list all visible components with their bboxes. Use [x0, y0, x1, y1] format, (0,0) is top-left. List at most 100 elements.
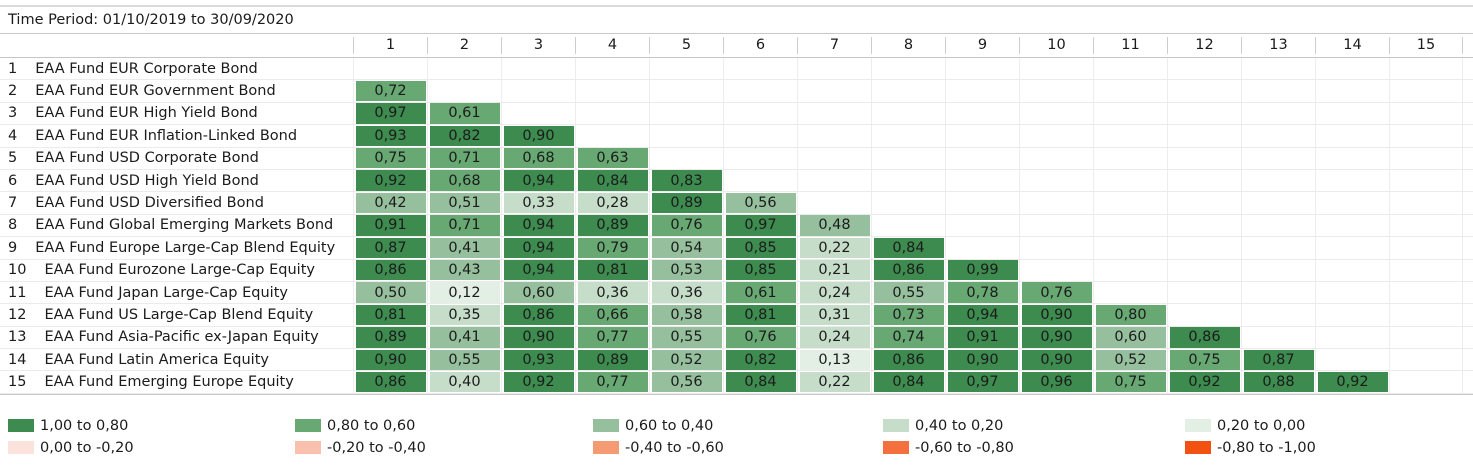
row-number: 7	[8, 195, 18, 212]
correlation-value-cell: 0,36	[651, 282, 722, 303]
correlation-value-cell: 0,22	[799, 237, 870, 259]
matrix-cell	[1241, 102, 1315, 125]
matrix-cell	[1389, 259, 1463, 281]
matrix-cell	[1241, 58, 1315, 80]
legend-label: 1,00 to 0,80	[40, 417, 129, 434]
correlation-value-cell: 0,84	[725, 371, 796, 393]
correlation-value-cell: 0,48	[799, 215, 870, 236]
matrix-cell: 0,31	[797, 304, 871, 326]
matrix-cell	[871, 102, 945, 125]
matrix-cell	[1093, 125, 1167, 147]
correlation-value-cell: 0,68	[503, 148, 574, 169]
correlation-value-cell: 0,55	[651, 327, 722, 348]
correlation-value-cell: 0,76	[725, 327, 796, 348]
matrix-cell	[1167, 304, 1241, 326]
matrix-cell: 0,76	[723, 326, 797, 349]
matrix-cell: 0,81	[353, 304, 427, 326]
correlation-value-cell: 0,61	[429, 103, 500, 124]
matrix-cell	[575, 80, 649, 102]
matrix-cell: 0,80	[1093, 304, 1167, 326]
matrix-cell	[1093, 192, 1167, 214]
matrix-cell: 0,61	[427, 102, 501, 125]
column-header: 7	[797, 37, 871, 54]
matrix-cell: 0,81	[575, 259, 649, 281]
correlation-value-cell: 0,77	[577, 371, 648, 393]
matrix-cell	[945, 237, 1019, 259]
row-label-cell: 15 EAA Fund Emerging Europe Equity	[0, 371, 353, 392]
correlation-value-cell: 0,56	[651, 371, 722, 393]
correlation-value-cell: 0,90	[947, 349, 1018, 370]
matrix-cell	[1167, 147, 1241, 169]
matrix-cell: 0,77	[575, 326, 649, 349]
matrix-cell	[1019, 259, 1093, 281]
legend-label: -0,20 to -0,40	[327, 439, 426, 456]
correlation-value-cell: 0,90	[1021, 327, 1092, 348]
matrix-cell	[1315, 58, 1389, 80]
row-number: 3	[8, 105, 18, 122]
row-label-cell: 14 EAA Fund Latin America Equity	[0, 349, 353, 370]
legend-label: 0,60 to 0,40	[625, 417, 714, 434]
correlation-value-cell: 0,52	[651, 349, 722, 370]
correlation-value-cell: 0,94	[503, 170, 574, 191]
matrix-cell: 0,41	[427, 237, 501, 259]
matrix-cell	[1389, 58, 1463, 80]
row-label-cell: 12 EAA Fund US Large-Cap Blend Equity	[0, 304, 353, 325]
correlation-value-cell: 0,24	[799, 327, 870, 348]
correlation-value-cell: 0,75	[355, 148, 426, 169]
matrix-cell	[1167, 125, 1241, 147]
correlation-value-cell: 0,77	[577, 327, 648, 348]
matrix-cell: 0,89	[649, 192, 723, 214]
matrix-cell	[1093, 214, 1167, 237]
matrix-cell: 0,75	[353, 147, 427, 169]
row-number: 4	[8, 127, 18, 144]
correlation-value-cell: 0,97	[725, 215, 796, 236]
fund-name-label: EAA Fund USD Corporate Bond	[35, 150, 259, 167]
matrix-cell	[1093, 58, 1167, 80]
fund-name-label: EAA Fund EUR Inflation-Linked Bond	[35, 127, 298, 144]
matrix-cell: 0,83	[649, 169, 723, 192]
matrix-cell	[1315, 192, 1389, 214]
matrix-cell: 0,87	[1241, 349, 1315, 371]
table-row: 10 EAA Fund Eurozone Large-Cap Equity 0,86…	[0, 259, 1473, 282]
matrix-cell: 0,94	[501, 259, 575, 281]
matrix-cell	[1315, 147, 1389, 169]
matrix-cell: 0,74	[871, 326, 945, 349]
row-number: 6	[8, 172, 18, 189]
matrix-cell	[871, 147, 945, 169]
correlation-value-cell: 0,13	[799, 349, 870, 370]
matrix-cell: 0,48	[797, 214, 871, 237]
correlation-value-cell: 0,89	[355, 327, 426, 348]
legend-swatch	[295, 419, 321, 433]
matrix-cell	[797, 169, 871, 192]
matrix-cell	[1315, 281, 1389, 304]
correlation-value-cell: 0,99	[947, 260, 1018, 281]
matrix-cell	[945, 102, 1019, 125]
correlation-value-cell: 0,88	[1243, 371, 1314, 393]
matrix-cell: 0,68	[501, 147, 575, 169]
matrix-cell: 0,86	[1167, 326, 1241, 349]
matrix-cell	[797, 80, 871, 102]
matrix-cell	[797, 147, 871, 169]
matrix-cell: 0,71	[427, 147, 501, 169]
matrix-cell: 0,90	[945, 349, 1019, 371]
matrix-cell	[1389, 147, 1463, 169]
matrix-cell: 0,84	[871, 371, 945, 393]
matrix-cell	[1167, 80, 1241, 102]
correlation-value-cell: 0,94	[503, 237, 574, 259]
matrix-cell: 0,78	[945, 281, 1019, 304]
matrix-cell: 0,92	[1167, 371, 1241, 393]
matrix-cell: 0,82	[723, 349, 797, 371]
matrix-cell: 0,90	[353, 349, 427, 371]
table-row: 15 EAA Fund Emerging Europe Equity 0,86 0,4…	[0, 371, 1473, 394]
correlation-value-cell: 0,90	[1021, 304, 1092, 326]
correlation-value-cell: 0,89	[651, 192, 722, 214]
column-header: 4	[575, 37, 649, 54]
column-header: 6	[723, 37, 797, 54]
correlation-value-cell: 0,33	[503, 192, 574, 214]
matrix-cell	[1389, 102, 1463, 125]
matrix-cell: 0,90	[1019, 326, 1093, 349]
matrix-cell: 0,86	[871, 349, 945, 371]
matrix-cell	[1241, 214, 1315, 237]
correlation-value-cell: 0,56	[725, 192, 796, 214]
table-row: 5 EAA Fund USD Corporate Bond 0,75 0,71 0,68…	[0, 147, 1473, 170]
